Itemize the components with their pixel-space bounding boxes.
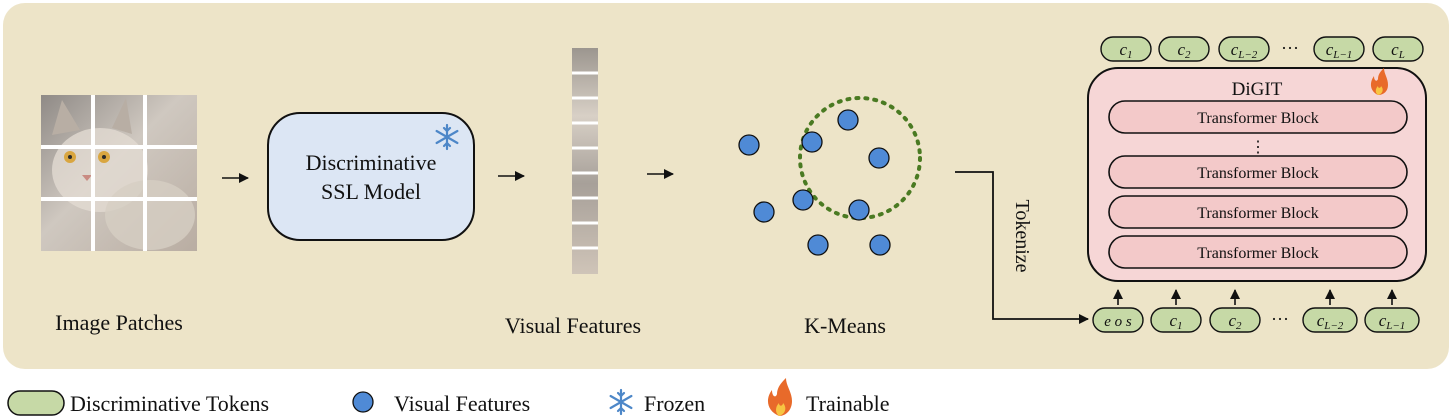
output-token [1158, 36, 1210, 62]
output-token-label: c2 [1177, 40, 1191, 61]
digit-model-box: DiGIT Transformer Block ⋮ Transformer Bl… [1087, 67, 1427, 282]
flame-icon [1370, 68, 1388, 95]
ssl-model-label-line1: Discriminative [306, 150, 437, 175]
output-tokens-row: c1 c2 cL−2 ··· cL−1 cL [1100, 36, 1424, 62]
legend-label-features: Visual Features [394, 391, 530, 416]
legend-token-swatch [7, 390, 65, 416]
legend: Discriminative Tokens Visual Features Fr… [7, 378, 890, 416]
input-token [1150, 307, 1202, 333]
legend-label-tokens: Discriminative Tokens [70, 391, 269, 416]
feature-dot [801, 131, 823, 153]
transformer-block-label: Transformer Block [1197, 165, 1319, 182]
visual-features-label: Visual Features [505, 313, 641, 338]
input-token [1209, 307, 1261, 333]
feature-dot [738, 134, 760, 156]
output-seq-ellipsis: ··· [1281, 38, 1299, 58]
feature-dot [753, 201, 775, 223]
image-patches-grid [41, 95, 197, 251]
feature-dot [868, 147, 890, 169]
transformer-block [1108, 195, 1408, 229]
output-token [1100, 36, 1152, 62]
ssl-model-label-line2: SSL Model [321, 179, 421, 204]
input-token-label: cL−1 [1379, 311, 1406, 332]
kmeans-cluster [738, 96, 922, 256]
kmeans-label: K-Means [804, 313, 886, 338]
transformer-block [1108, 235, 1408, 269]
input-token-label: cL−2 [1317, 311, 1344, 332]
feature-dot [792, 189, 814, 211]
input-token-label: c1 [1169, 311, 1182, 332]
input-token-label: e o s [1104, 314, 1132, 330]
snowflake-icon [609, 388, 633, 416]
input-token [1364, 307, 1420, 333]
transformer-block [1108, 100, 1408, 134]
transformer-block [1108, 155, 1408, 189]
input-seq-ellipsis: ··· [1271, 309, 1289, 329]
input-token [1092, 307, 1144, 333]
input-token-label: c2 [1228, 311, 1242, 332]
transformer-block-label: Transformer Block [1197, 205, 1319, 222]
output-token-label: cL−1 [1326, 40, 1353, 61]
output-token [1372, 36, 1424, 62]
flame-icon [767, 378, 792, 416]
output-token [1218, 36, 1270, 62]
output-token-label: cL−2 [1231, 40, 1258, 61]
image-patches-label: Image Patches [55, 310, 183, 335]
tokenize-arrow [955, 171, 1089, 324]
legend-dot-swatch [352, 391, 374, 413]
digit-title: DiGIT [1232, 79, 1283, 100]
transformer-block-label: Transformer Block [1197, 245, 1319, 262]
legend-label-trainable: Trainable [806, 391, 890, 416]
feature-dot [869, 234, 891, 256]
feature-dot [848, 199, 870, 221]
output-token-label: cL [1391, 40, 1405, 61]
visual-features-strip [572, 48, 598, 274]
input-token [1302, 307, 1358, 333]
vertical-ellipsis: ⋮ [1250, 139, 1266, 156]
tokenize-label: Tokenize [1011, 199, 1033, 272]
input-tokens-row: e o s c1 c2 ··· cL−2 cL−1 [1092, 307, 1420, 333]
legend-label-frozen: Frozen [644, 391, 705, 416]
transformer-block-label: Transformer Block [1197, 110, 1319, 127]
cluster-boundary [798, 96, 922, 220]
input-arrows [1113, 289, 1397, 305]
feature-dot [837, 109, 859, 131]
output-token-label: c1 [1119, 40, 1132, 61]
feature-dot [807, 234, 829, 256]
snowflake-icon [435, 123, 459, 151]
output-token [1313, 36, 1365, 62]
ssl-model-box: Discriminative SSL Model [267, 112, 475, 241]
